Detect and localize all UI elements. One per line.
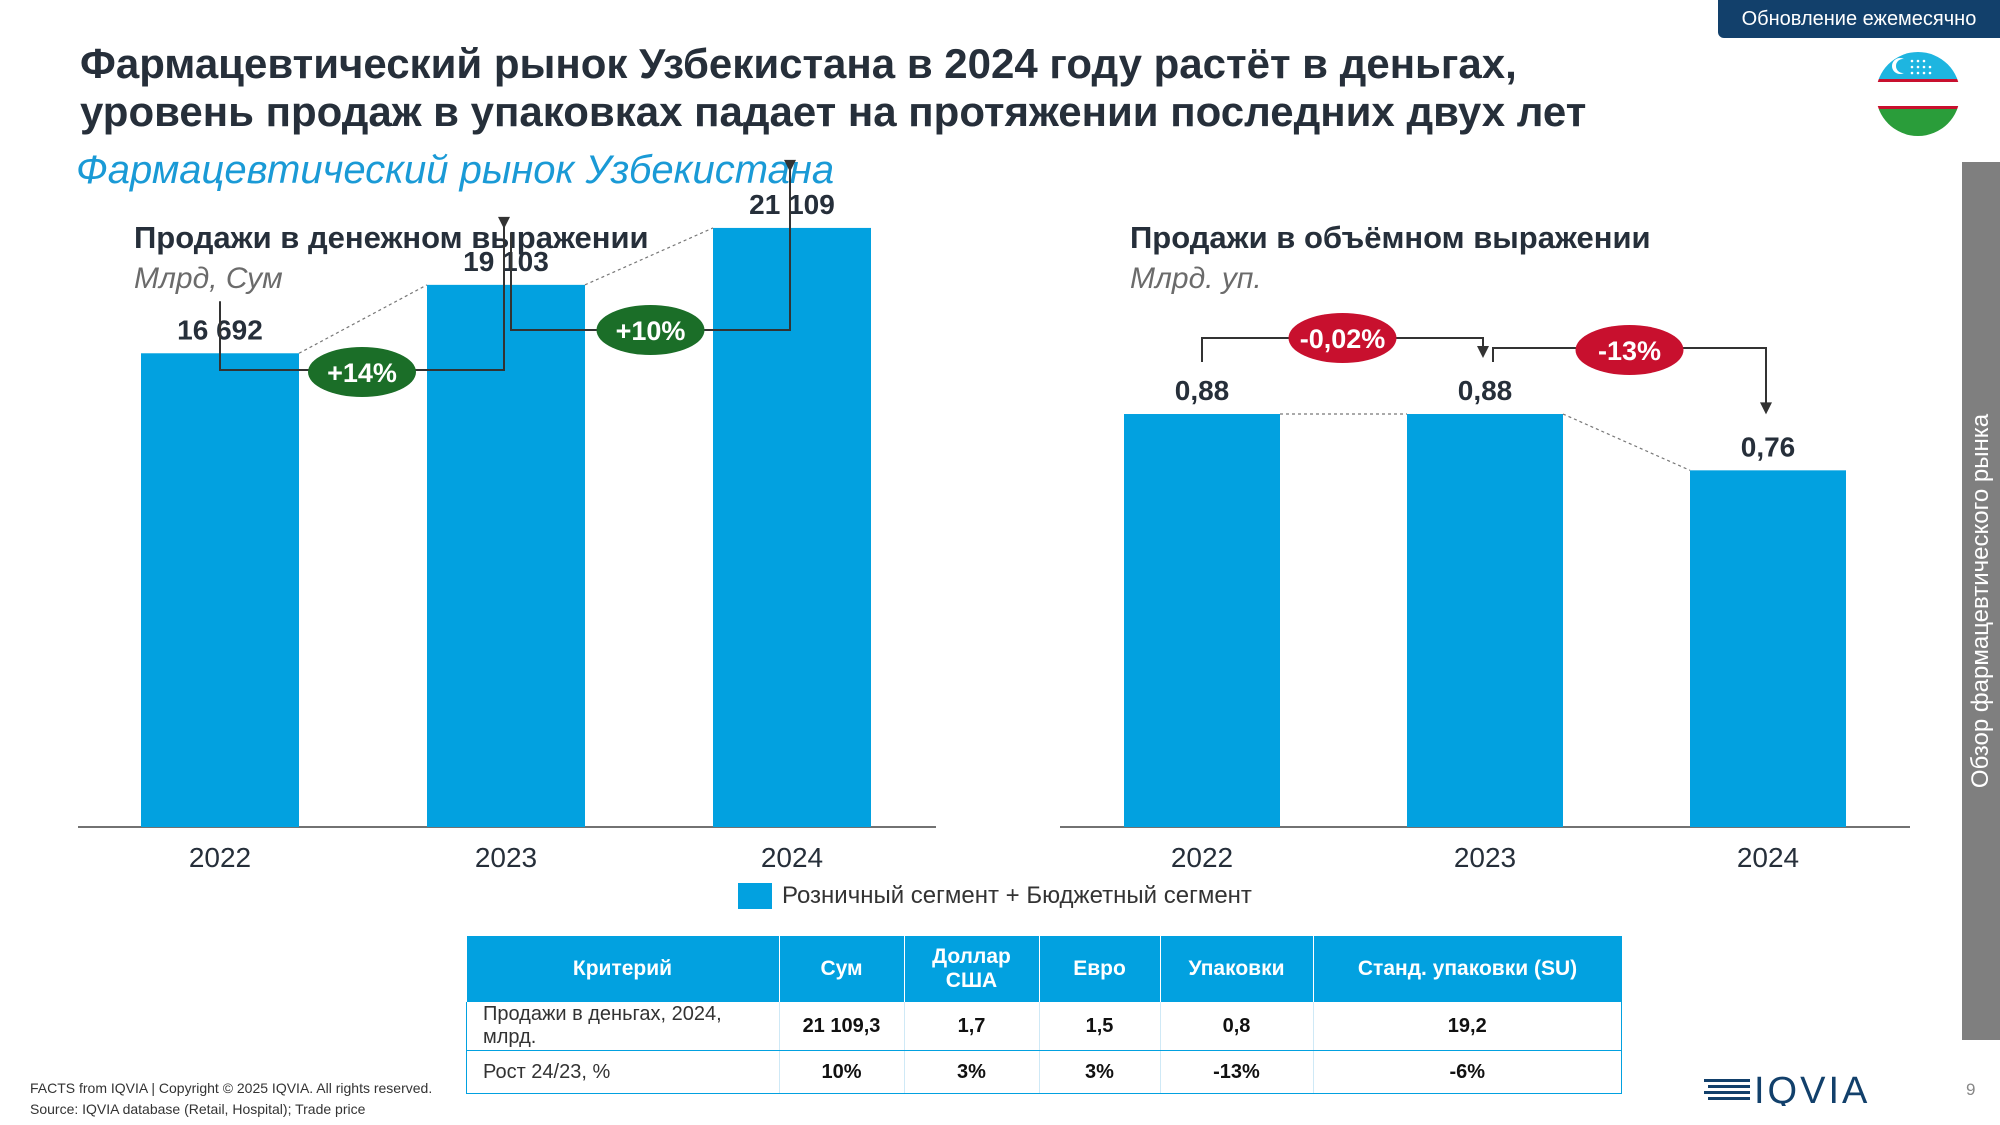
bar — [427, 284, 585, 827]
chart-unit-value: Млрд, Сум — [134, 262, 283, 295]
tick-label: 2023 — [475, 842, 537, 873]
chart-unit-volume: Млрд. уп. — [1130, 262, 1262, 295]
growth-arrow-head — [1477, 346, 1489, 359]
growth-label: +14% — [327, 358, 397, 388]
data-label: 0,88 — [1458, 375, 1513, 406]
update-badge: Обновление ежемесячно — [1718, 0, 2000, 38]
connector-line — [1562, 413, 1691, 471]
title-line-2: уровень продаж в упаковках падает на про… — [80, 88, 1587, 135]
bar — [1407, 414, 1563, 827]
growth-arrow-head — [784, 159, 796, 172]
growth-label: -0,02% — [1300, 324, 1386, 354]
table-cell: 21 109,3 — [779, 1002, 905, 1051]
table-cell: -6% — [1313, 1050, 1622, 1094]
legend-label: Розничный сегмент + Бюджетный сегмент — [782, 882, 1252, 909]
growth-pill — [596, 305, 705, 355]
table-header: Сум — [779, 936, 905, 1002]
table-cell: 3% — [904, 1050, 1040, 1094]
legend: Розничный сегмент + Бюджетный сегмент — [738, 882, 1252, 910]
table-cell: Продажи в деньгах, 2024, млрд. — [466, 1002, 780, 1051]
tick-label: 2022 — [1171, 842, 1233, 873]
tick-label: 2022 — [189, 842, 251, 873]
growth-label: -13% — [1598, 336, 1661, 366]
table-cell: 1,5 — [1039, 1002, 1161, 1051]
table-cell: Рост 24/23, % — [466, 1050, 780, 1094]
growth-arrow-head — [498, 216, 510, 229]
table-row: Рост 24/23, % 10% 3% 3% -13% -6% — [466, 1050, 1622, 1094]
sidebar-tab — [1962, 162, 2000, 1040]
growth-pill — [1575, 325, 1684, 375]
connector-line — [584, 227, 714, 286]
iqvia-logo: IQVIA — [1704, 1070, 1870, 1106]
data-label: 0,88 — [1175, 375, 1230, 406]
page-subtitle: Фармацевтический рынок Узбекистана — [76, 148, 835, 192]
growth-arrow-head — [1760, 402, 1772, 415]
table-cell: 0,8 — [1160, 1002, 1314, 1051]
tick-label: 2024 — [761, 842, 823, 873]
table-header-row: Критерий Сум Доллар США Евро Упаковки Ст… — [466, 936, 1622, 1002]
table-cell: 1,7 — [904, 1002, 1040, 1051]
source-text: Source: IQVIA database (Retail, Hospital… — [30, 1101, 366, 1117]
bar — [1124, 414, 1280, 827]
table-header: Евро — [1039, 936, 1161, 1002]
table-row: Продажи в деньгах, 2024, млрд. 21 109,3 … — [466, 1002, 1622, 1051]
bar — [713, 227, 871, 827]
growth-pill — [308, 347, 416, 397]
page-number: 9 — [1966, 1080, 1976, 1099]
svg-text:IQVIA: IQVIA — [1754, 1070, 1870, 1106]
table-header: Станд. упаковки (SU) — [1313, 936, 1622, 1002]
data-label: 0,76 — [1741, 431, 1796, 462]
chart-title-value: Продажи в денежном выражении — [134, 220, 649, 255]
data-label: 19 103 — [463, 246, 549, 277]
footer: FACTS from IQVIA | Copyright © 2025 IQVI… — [30, 1078, 432, 1120]
criteria-table: Критерий Сум Доллар США Евро Упаковки Ст… — [466, 936, 1622, 1094]
table-cell: -13% — [1160, 1050, 1314, 1094]
data-label: 21 109 — [749, 189, 835, 220]
tick-label: 2024 — [1737, 842, 1799, 873]
growth-pill — [1288, 313, 1397, 363]
table-cell: 10% — [779, 1050, 905, 1094]
table-header: Критерий — [466, 936, 780, 1002]
table-header: Упаковки — [1160, 936, 1314, 1002]
chart-title-volume: Продажи в объёмном выражении — [1130, 220, 1651, 255]
table-cell: 19,2 — [1313, 1002, 1622, 1051]
legend-swatch — [738, 883, 772, 909]
copyright-text: FACTS from IQVIA | Copyright © 2025 IQVI… — [30, 1080, 433, 1096]
bar — [1690, 470, 1846, 827]
page-title: Фармацевтический рынок Узбекистана в 202… — [80, 40, 1800, 136]
connector-line — [298, 284, 428, 354]
table-header: Доллар США — [904, 936, 1040, 1002]
growth-label: +10% — [616, 316, 686, 346]
bar — [141, 353, 299, 827]
tick-label: 2023 — [1454, 842, 1516, 873]
table-cell: 3% — [1039, 1050, 1161, 1094]
title-line-1: Фармацевтический рынок Узбекистана в 202… — [80, 40, 1517, 87]
